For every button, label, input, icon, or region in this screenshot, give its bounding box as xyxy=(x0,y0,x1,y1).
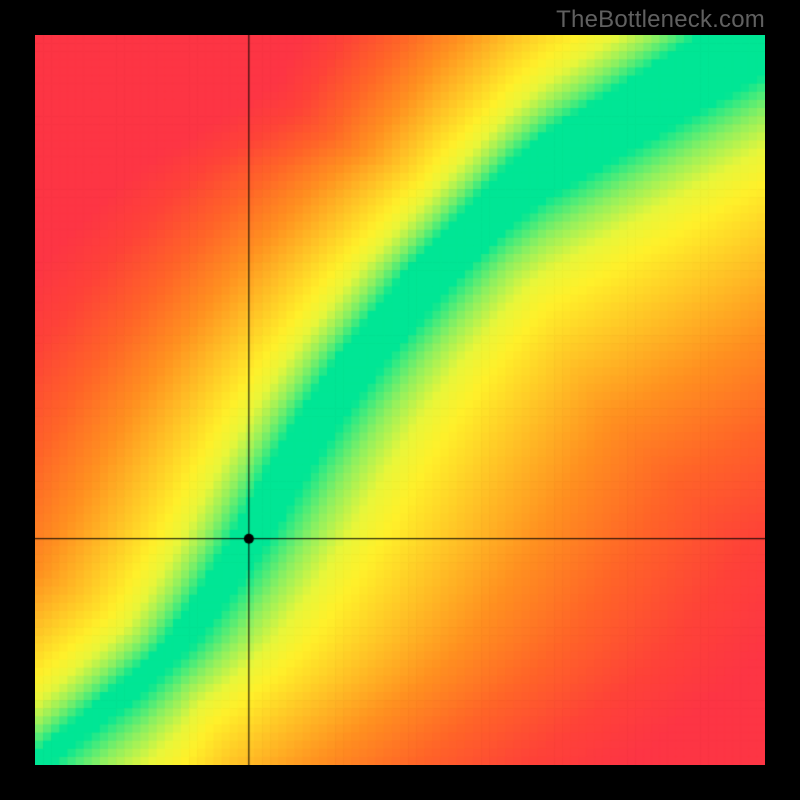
watermark-text: TheBottleneck.com xyxy=(556,6,765,34)
bottleneck-heatmap xyxy=(35,35,765,765)
chart-container: TheBottleneck.com xyxy=(0,0,800,800)
